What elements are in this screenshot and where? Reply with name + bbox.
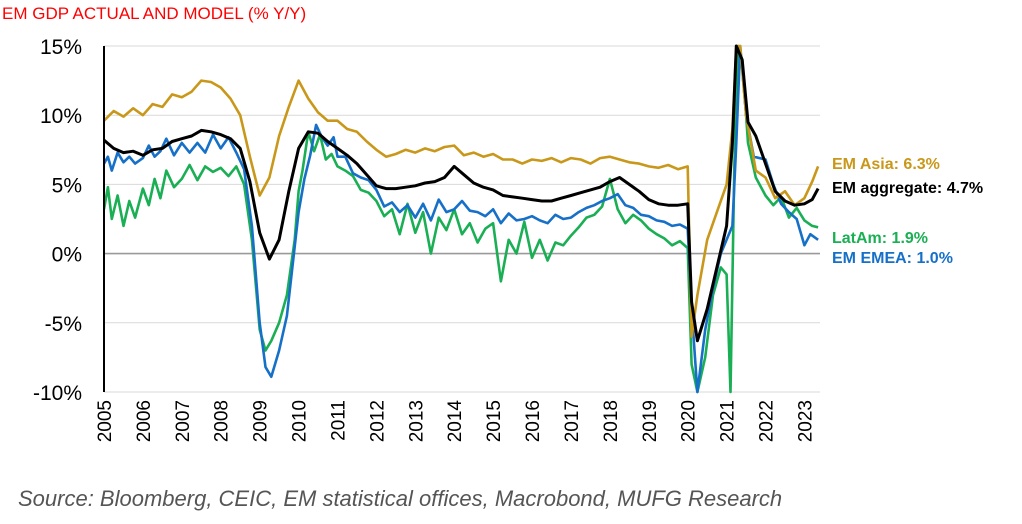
chart-title: EM GDP ACTUAL AND MODEL (% Y/Y) [2, 4, 307, 23]
x-tick-label: 2014 [445, 400, 466, 443]
x-tick-label: 2013 [406, 400, 427, 442]
series-line-em-aggregate [104, 44, 820, 343]
x-tick-label: 2009 [251, 400, 272, 442]
y-tick-label: 0% [52, 244, 82, 267]
x-tick-label: 2010 [290, 400, 311, 442]
y-tick-label: 10% [40, 105, 82, 128]
annotation-em-asia: EM Asia: 6.3% [832, 156, 940, 173]
y-tick-label: -5% [45, 313, 82, 336]
y-tick-label: 5% [52, 174, 82, 197]
x-tick-label: 2007 [173, 400, 194, 442]
x-tick-label: 2023 [795, 400, 816, 442]
y-tick-label: -10% [33, 382, 82, 405]
x-tick-label: 2021 [718, 400, 739, 442]
x-tick-label: 2011 [328, 400, 349, 441]
annotation-em-emea: EM EMEA: 1.0% [832, 250, 953, 267]
x-tick-label: 2006 [134, 400, 155, 442]
x-tick-label: 2016 [523, 400, 544, 442]
y-tick-label: 15% [40, 36, 82, 59]
y-tick-labels: 15% 10% 5% 0% -5% -10% [33, 36, 82, 405]
source-note: Source: Bloomberg, CEIC, EM statistical … [18, 486, 783, 511]
x-tick-label: 2020 [679, 400, 700, 442]
x-tick-labels: 2005 2006 2007 2008 2009 2010 2011 2012 2013 2014… [95, 400, 816, 443]
series-lines [104, 44, 820, 394]
annotation-em-aggregate: EM aggregate: 4.7% [832, 180, 983, 197]
x-tick-label: 2019 [640, 400, 661, 442]
series-line-latam [104, 44, 819, 394]
x-tick-label: 2017 [562, 400, 583, 442]
annotation-latam: LatAm: 1.9% [832, 230, 928, 247]
series-line-em-asia [104, 44, 820, 338]
x-tick-label: 2015 [484, 400, 505, 442]
series-annotations: EM Asia: 6.3% EM aggregate: 4.7% LatAm: 1.… [832, 156, 983, 267]
x-tick-label: 2022 [757, 400, 778, 442]
series-line-em-emea [104, 44, 819, 394]
x-tick-label: 2018 [601, 400, 622, 442]
x-tick-label: 2008 [212, 400, 233, 442]
x-tick-label: 2012 [367, 400, 388, 442]
x-tick-label: 2005 [95, 400, 116, 442]
y-gridlines [104, 45, 820, 393]
